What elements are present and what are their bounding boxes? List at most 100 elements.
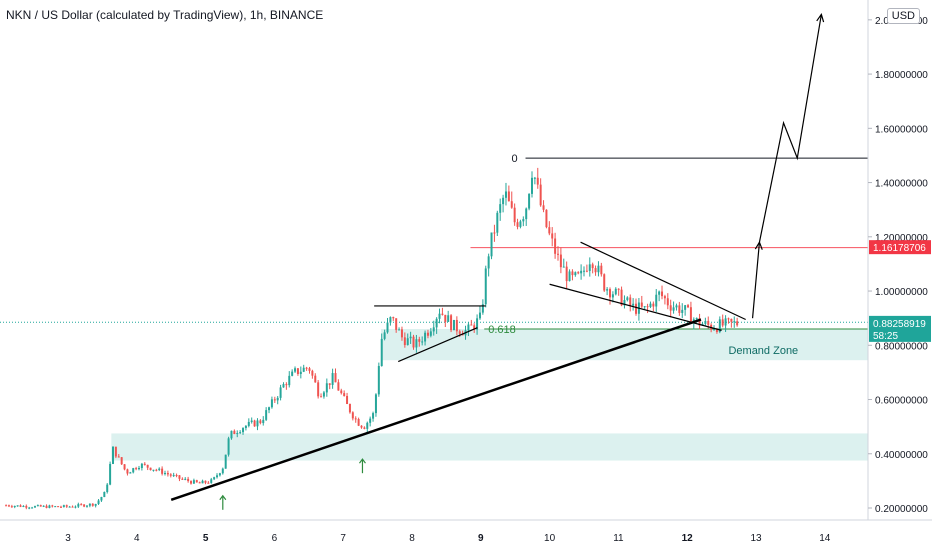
candle-body (525, 208, 528, 220)
candle-body (713, 329, 716, 331)
demand-zone (111, 433, 869, 461)
candle-body (398, 329, 401, 331)
x-tick-label: 9 (478, 533, 484, 544)
candle-body (695, 318, 698, 320)
candle-body (400, 329, 403, 338)
x-tick-label: 7 (340, 533, 346, 544)
candle-body (588, 264, 591, 271)
candle-body (279, 387, 282, 398)
candle-body (302, 367, 305, 372)
price-tag-label: 0.88258919 (873, 319, 926, 330)
candle-body (539, 184, 542, 206)
candle-body (383, 332, 386, 339)
candle-body (507, 191, 510, 202)
projection-arrowhead (754, 240, 763, 250)
candle-body (611, 294, 614, 298)
candle-body (244, 425, 247, 429)
candle-body (233, 430, 236, 435)
candle-body (666, 298, 669, 306)
candle-body (499, 204, 502, 213)
candle-body (164, 473, 167, 475)
candle-body (687, 305, 690, 308)
candle-body (262, 419, 265, 424)
x-tick-label: 5 (203, 533, 209, 544)
candle-body (655, 294, 658, 307)
candle-body (227, 438, 230, 455)
candle-body (473, 325, 476, 330)
y-tick-label: 1.20000000 (875, 233, 928, 244)
candle-body (467, 324, 470, 331)
y-tick-label: 0.60000000 (875, 396, 928, 407)
candle-body (635, 303, 638, 314)
candle-body (386, 322, 389, 333)
candle-body (16, 505, 19, 507)
candle-body (135, 468, 138, 470)
candle-body (374, 394, 377, 414)
candle-body (583, 270, 585, 272)
candle-body (568, 271, 571, 282)
candle-body (559, 254, 562, 268)
x-tick-label: 11 (613, 533, 624, 544)
candle-body (724, 318, 727, 326)
candle-body (452, 319, 455, 331)
candle-body (606, 289, 609, 291)
candle-body (19, 505, 22, 507)
candle-body (444, 314, 447, 322)
candle-body (530, 177, 533, 194)
candle-body (600, 265, 603, 275)
candle-body (470, 324, 473, 326)
candle-body (533, 177, 536, 179)
candle-body (322, 392, 325, 397)
candle-body (13, 505, 16, 507)
level-label: 0.618 (488, 324, 516, 336)
candle-body (435, 318, 438, 328)
candle-body (684, 305, 687, 310)
candle-body (187, 478, 190, 482)
candle-body (28, 507, 31, 509)
candle-body (649, 303, 652, 307)
candle-body (181, 478, 184, 480)
candle-body (198, 482, 201, 484)
candle-body (412, 336, 415, 348)
candle-body (111, 446, 114, 464)
candle-body (346, 395, 349, 405)
candle-body (120, 457, 123, 465)
candle-body (22, 505, 25, 507)
candle-body (357, 419, 360, 426)
currency-badge[interactable]: USD (886, 8, 920, 24)
candle-body (438, 313, 441, 319)
level-label: 0 (512, 153, 518, 165)
candle-body (273, 399, 276, 401)
demand-zone-label: Demand Zone (728, 345, 798, 357)
candle-body (126, 469, 129, 474)
candle-body (242, 428, 245, 433)
price-tag-label: 1.16178706 (873, 243, 926, 254)
candle-body (285, 384, 288, 386)
candle-body (661, 291, 664, 297)
candle-body (340, 390, 343, 394)
candle-body (85, 505, 88, 507)
candle-body (224, 454, 227, 469)
candle-body (268, 407, 271, 411)
candle-body (542, 205, 545, 210)
candle-body (421, 341, 424, 343)
candle-body (247, 421, 250, 426)
candle-body (556, 253, 559, 255)
candle-body (210, 479, 213, 483)
candle-body (320, 396, 323, 398)
candle-body (718, 319, 721, 333)
candle-body (158, 468, 161, 470)
candle-body (392, 317, 395, 319)
candle-body (265, 410, 268, 420)
candle-body (522, 219, 525, 222)
candle-body (646, 306, 649, 308)
candle-body (317, 382, 320, 397)
candle-body (395, 318, 398, 330)
candle-body (140, 463, 143, 469)
candle-body (143, 463, 146, 465)
candle-body (337, 382, 340, 391)
candle-body (88, 503, 91, 506)
candle-body (31, 507, 34, 509)
